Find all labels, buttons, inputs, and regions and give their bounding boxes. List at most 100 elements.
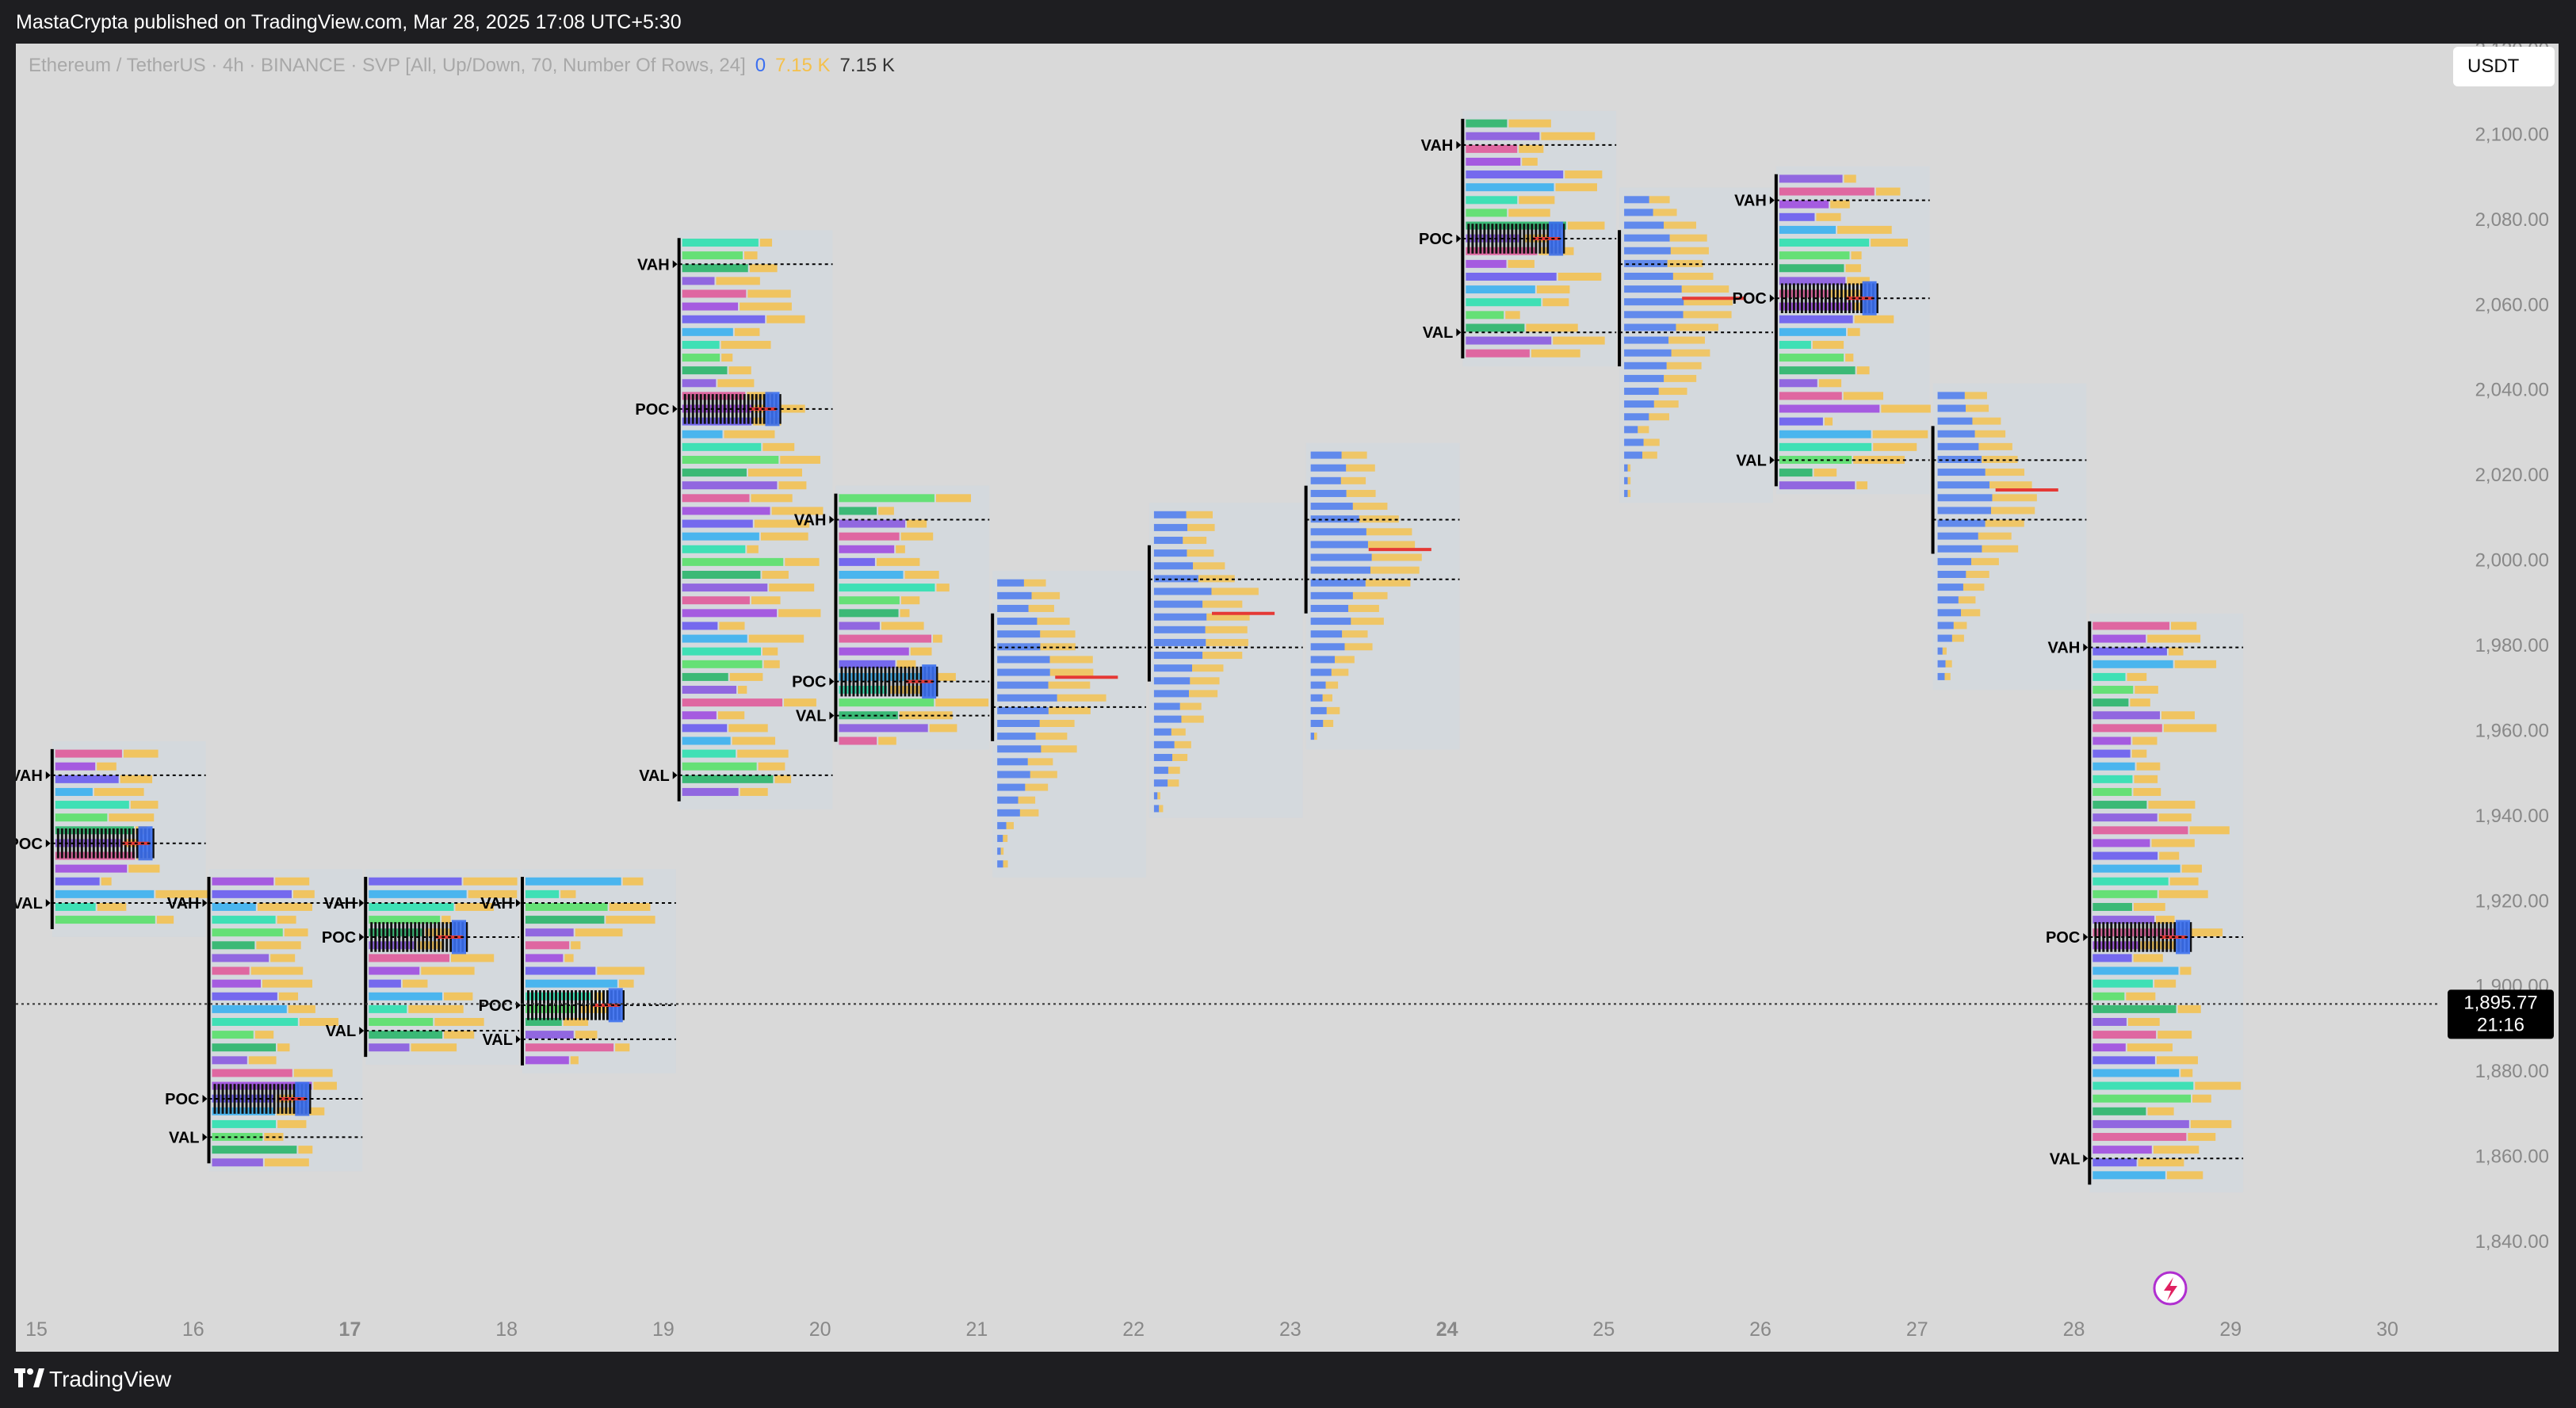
up-volume-bar (1153, 613, 1207, 621)
profile-row-bar-down (751, 494, 793, 503)
down-volume-bar (1958, 596, 1976, 604)
down-volume-bar (1683, 311, 1732, 319)
up-volume-bar (1937, 660, 1946, 668)
down-volume-bar (1000, 847, 1004, 855)
poc-block-bar (1511, 224, 1514, 254)
profile-row-bar (682, 545, 746, 553)
profile-row-bar (1466, 132, 1540, 140)
legend-total-volume: 7.15 K (839, 55, 895, 76)
poc-block-bar (530, 990, 533, 1020)
volume-profile-chart[interactable]: VAH POC VAL VAH POC VAL VAH POC VAL VAH POC VAL VAH P… (16, 44, 2559, 1352)
profile-row-bar-down (615, 1043, 630, 1052)
profile-row-bar (2093, 775, 2133, 783)
profile-row-bar-down (778, 481, 807, 490)
profile-row-bar-down (896, 660, 916, 668)
down-volume-bar (1189, 690, 1218, 698)
poc-label: POC (165, 1091, 199, 1108)
profile-row-bar-down (2168, 647, 2184, 656)
y-tick-label: 1,860.00 (2475, 1146, 2549, 1168)
profile-row-bar (839, 698, 934, 707)
profile-row-bar-down (1844, 174, 1856, 183)
profile-row-bar (2093, 1133, 2187, 1142)
profile-row-bar-down (2166, 1171, 2203, 1180)
poc-block-bar (1844, 283, 1847, 314)
profile-row-bar-down (2189, 826, 2230, 835)
profile-row-bar (1779, 225, 1836, 234)
up-volume-bar (1937, 672, 1945, 680)
level-marker-icon (202, 1095, 208, 1104)
down-volume-bar (1649, 196, 1670, 204)
down-volume-bar (1323, 720, 1334, 727)
level-marker-icon (45, 771, 51, 779)
profile-row-bar (682, 354, 720, 362)
chart-panel[interactable]: VAH POC VAL VAH POC VAL VAH POC VAL VAH POC VAL VAH P… (16, 44, 2559, 1352)
profile-row-bar-down (721, 354, 733, 362)
profile-row-bar (682, 455, 779, 464)
poc-block-bar (844, 666, 847, 697)
poc-label: POC (322, 929, 356, 947)
profile-row-bar (369, 979, 401, 988)
profile-row-bar-down (277, 1043, 290, 1052)
down-volume-bar (1961, 609, 1981, 617)
profile-row-bar (55, 851, 136, 860)
down-volume-bar (1966, 404, 1989, 412)
profile-row-bar (682, 251, 743, 260)
profile-row-bar-down (774, 775, 792, 783)
vah-label: VAH (637, 256, 670, 274)
profile-row-bar (682, 749, 736, 758)
profile-row-bar-down (2135, 686, 2158, 694)
profile-row-bar-down (2153, 1146, 2200, 1154)
profile-row-bar-down (1812, 340, 1844, 349)
profile-row-bar (212, 890, 292, 898)
up-volume-bar (1624, 311, 1684, 319)
profile-row-bar-down (622, 877, 644, 886)
profile-row-bar (2093, 737, 2131, 745)
down-volume-bar (1942, 647, 1947, 655)
profile-row-bar (2093, 1119, 2189, 1128)
val-label: VAL (169, 1129, 200, 1146)
profile-row-bar-down (748, 634, 805, 643)
down-volume-bar (1168, 779, 1179, 787)
poc-block-bar (558, 990, 561, 1020)
down-volume-bar (1672, 273, 1714, 280)
profile-row-bar-down (455, 902, 494, 911)
x-tick-label: 20 (809, 1318, 831, 1341)
up-volume-bar (1310, 618, 1351, 626)
profile-row-bar-down (299, 1018, 338, 1026)
poc-block-bar (394, 922, 397, 952)
x-tick-label: 23 (1279, 1318, 1301, 1341)
profile-row-bar (2093, 1107, 2146, 1115)
x-tick-label: 21 (965, 1318, 988, 1341)
currency-button[interactable]: USDT (2453, 47, 2555, 86)
profile-row-bar-down (2159, 851, 2180, 860)
profile-row-bar (682, 340, 720, 349)
profile-row-bar (369, 992, 442, 1001)
profile-row-bar-down (896, 545, 905, 553)
up-volume-bar (1153, 562, 1194, 570)
up-volume-bar (1153, 677, 1191, 685)
down-volume-bar (1344, 643, 1373, 651)
profile-row-bar-down (2148, 801, 2196, 809)
vah-label: VAH (1421, 137, 1454, 155)
profile-row-bar-down (609, 902, 651, 911)
down-volume-bar (1335, 656, 1355, 664)
profile-row-bar-down (94, 787, 144, 796)
down-volume-bar (1023, 579, 1046, 587)
profile-row-bar-down (1541, 132, 1596, 140)
poc-block-bar (2189, 922, 2192, 952)
up-volume-bar (1937, 609, 1962, 617)
up-volume-bar (1937, 583, 1963, 591)
profile-row-bar-down (248, 1056, 277, 1065)
poc-label: POC (792, 674, 826, 691)
up-volume-bar (997, 733, 1036, 740)
x-tick-label: 17 (339, 1318, 361, 1341)
profile-row-bar-down (729, 672, 763, 681)
profile-row-bar-down (1843, 392, 1883, 400)
publish-info: MastaCrypta published on TradingView.com… (16, 11, 682, 33)
profile-row-bar-down (1519, 144, 1544, 153)
val-label: VAL (326, 1023, 357, 1040)
up-volume-bar (997, 618, 1038, 626)
down-volume-bar (1057, 694, 1106, 702)
down-volume-bar (1048, 706, 1091, 714)
level-marker-icon (45, 839, 51, 847)
